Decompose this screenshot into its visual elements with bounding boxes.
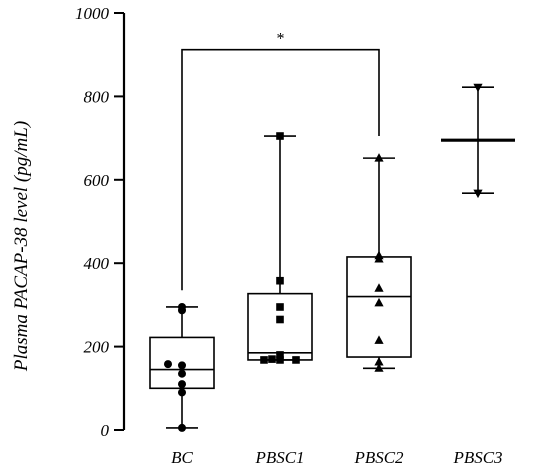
- y-axis-title: Plasma PACAP-38 level (pg/mL): [11, 121, 32, 372]
- y-tick-label: 800: [84, 87, 110, 106]
- data-point: [178, 361, 186, 370]
- data-point: [276, 351, 284, 359]
- data-point: [178, 423, 186, 432]
- data-point: [260, 356, 268, 364]
- significance-label: *: [277, 31, 285, 48]
- data-point: [276, 356, 284, 364]
- data-point: [374, 153, 384, 162]
- y-tick-label: 0: [101, 421, 110, 440]
- y-axis: 0 200 400 600 800 1000: [75, 4, 126, 440]
- x-tick-label: PBSC3: [452, 448, 502, 467]
- box-group: [149, 302, 215, 432]
- data-point: [292, 356, 300, 364]
- x-tick-label: PBSC1: [254, 448, 304, 467]
- y-tick-label: 1000: [75, 4, 110, 23]
- data-point: [374, 335, 384, 344]
- plot-area: [149, 83, 515, 432]
- data-point: [276, 276, 284, 285]
- significance-bracket: *: [181, 31, 380, 291]
- data-point: [473, 189, 483, 199]
- data-point: [178, 369, 186, 378]
- data-point: [268, 355, 276, 363]
- data-point: [374, 250, 384, 260]
- y-tick-label: 400: [84, 254, 110, 273]
- y-tick-label: 200: [84, 338, 110, 357]
- data-point: [178, 302, 186, 311]
- box-group: [346, 153, 412, 372]
- box-group: [247, 132, 313, 364]
- data-point: [374, 297, 384, 307]
- data-point: [276, 132, 284, 140]
- data-point: [473, 83, 483, 93]
- bracket-line: [181, 48, 380, 291]
- x-tick-label: PBSC2: [353, 448, 404, 467]
- data-point: [164, 360, 172, 369]
- data-point: [276, 315, 284, 324]
- box: [149, 336, 215, 390]
- data-point: [374, 363, 384, 372]
- x-axis: BC PBSC1 PBSC2 PBSC3: [171, 448, 502, 467]
- y-tick-label: 600: [84, 171, 110, 190]
- data-point: [374, 357, 384, 366]
- box-group: [441, 83, 515, 199]
- data-point: [178, 388, 186, 397]
- data-point: [374, 283, 384, 292]
- x-tick-label: BC: [171, 448, 193, 467]
- data-point: [276, 303, 284, 311]
- data-point: [178, 380, 186, 389]
